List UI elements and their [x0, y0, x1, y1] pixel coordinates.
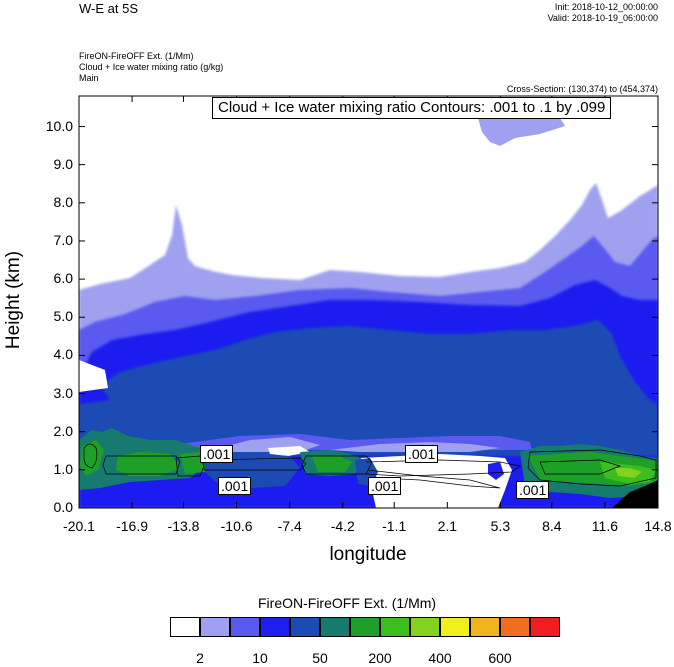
colorbar-label: 400 — [428, 650, 452, 666]
y-tick-label: 7.0 — [53, 231, 73, 248]
extinction-field — [79, 96, 658, 508]
y-tick-label: 2.0 — [53, 422, 73, 439]
field-level-2-top-cell — [478, 118, 565, 146]
y-tick-label: 0.0 — [53, 499, 73, 515]
field-level-9 — [615, 468, 642, 478]
valid-time: Valid: 2018-10-19_06:00:00 — [547, 13, 658, 23]
colorbar-swatch — [230, 617, 260, 637]
x-tick-label: -10.6 — [220, 518, 253, 534]
field-title-line1: FireON-FireOFF Ext. (1/Mm) — [79, 51, 194, 61]
y-tick-label: 8.0 — [53, 193, 73, 210]
colorbar-label: 600 — [488, 650, 512, 666]
init-time: Init: 2018-10-12_00:00:00 — [554, 2, 658, 12]
x-axis-title: longitude — [329, 544, 407, 565]
y-axis-title: Height (km) — [3, 250, 24, 350]
y-tick-label: 9.0 — [53, 155, 73, 172]
colorbar-swatch — [350, 617, 380, 637]
colorbar-swatch — [470, 617, 500, 637]
contour-label-4: .001 — [368, 477, 402, 495]
x-tick-label: 14.8 — [644, 518, 672, 534]
colorbar-title: FireON-FireOFF Ext. (1/Mm) — [258, 595, 437, 611]
field-level-7-d — [312, 456, 352, 472]
colorbar-swatch — [440, 617, 470, 637]
cross-section-label: Cross-Section: (130,374) to (454,374) — [506, 84, 658, 94]
x-tick-label: 2.1 — [437, 518, 458, 534]
field-level-1-gap-b — [268, 446, 310, 456]
y-tick-label: 3.0 — [53, 384, 73, 401]
contour-label-3: .001 — [405, 445, 439, 463]
y-tick-label: 1.0 — [53, 460, 73, 477]
contour-label-1: .001 — [200, 445, 234, 463]
colorbar-swatch — [260, 617, 290, 637]
colorbar-swatch — [290, 617, 320, 637]
field-level-4-blob — [488, 462, 504, 480]
field-level-7-b — [116, 452, 180, 476]
terrain-mask — [612, 480, 658, 508]
colorbar-swatch — [170, 617, 200, 637]
colorbar-swatch — [410, 617, 440, 637]
x-tick-label: 8.4 — [542, 518, 562, 534]
contour-label-5: .001 — [516, 481, 550, 499]
colorbar-swatch — [530, 617, 560, 637]
y-tick-label: 5.0 — [53, 308, 73, 325]
contour-info-box: Cloud + Ice water mixing ratio Contours:… — [212, 97, 612, 119]
y-tick-label: 10.0 — [45, 117, 73, 134]
x-tick-label: -16.9 — [116, 518, 149, 534]
field-level-7 — [80, 440, 104, 476]
colorbar-swatch — [380, 617, 410, 637]
y-tick-label: 6.0 — [53, 270, 73, 287]
field-title-line3: Main — [79, 73, 99, 83]
x-tick-label: -7.4 — [277, 518, 302, 534]
colorbar-swatch — [500, 617, 530, 637]
x-tick-label: -13.8 — [167, 518, 200, 534]
colorbar-label: 10 — [252, 650, 268, 666]
page-title: W-E at 5S — [79, 1, 139, 16]
field-level-1-gap-c — [79, 360, 108, 392]
contour-label-2: .001 — [218, 477, 252, 495]
colorbar-label: 200 — [368, 650, 392, 666]
y-tick-label: 4.0 — [53, 346, 73, 363]
x-tick-label: 5.3 — [490, 518, 511, 534]
field-level-5 — [79, 320, 658, 456]
x-tick-label: 11.6 — [591, 518, 619, 534]
colorbar-label: 50 — [312, 650, 328, 666]
x-tick-label: -4.2 — [330, 518, 355, 534]
x-tick-label: -20.1 — [63, 518, 95, 534]
colorbar-label: 2 — [196, 650, 204, 666]
mixing-ratio-contours — [83, 443, 657, 489]
colorbar-swatch — [320, 617, 350, 637]
colorbar-swatch — [200, 617, 230, 637]
field-title-line2: Cloud + Ice water mixing ratio (g/kg) — [79, 62, 224, 72]
plot-frame — [78, 95, 659, 509]
x-tick-label: -1.1 — [382, 518, 407, 534]
y-tick-marks — [79, 126, 658, 509]
